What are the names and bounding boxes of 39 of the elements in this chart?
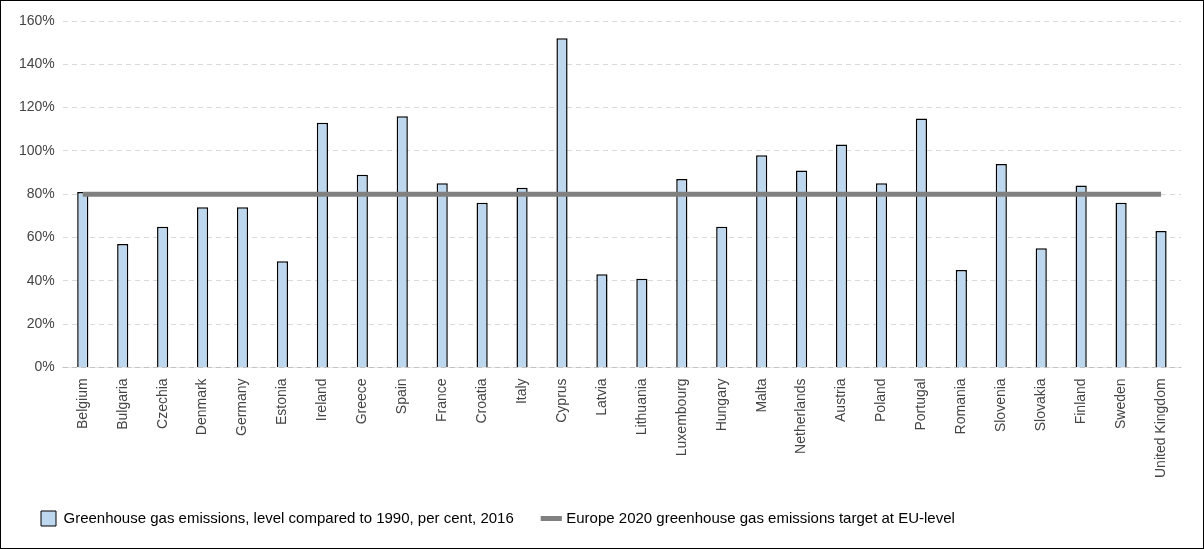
x-tick-label: Bulgaria: [113, 378, 130, 430]
x-tick-label: Ireland: [313, 378, 330, 422]
x-tick-label: Romania: [952, 378, 969, 435]
x-tick-label: Denmark: [193, 377, 210, 436]
x-tick-label: Hungary: [712, 378, 729, 432]
x-tick-label: Finland: [1072, 378, 1089, 425]
x-tick-label: Greece: [353, 378, 370, 425]
x-tick-label: Slovakia: [1032, 378, 1049, 432]
x-tick-label: Latvia: [592, 378, 609, 416]
y-tick-label: 60%: [26, 228, 55, 245]
y-tick-label: 120%: [18, 98, 55, 115]
x-tick-label: Luxembourg: [672, 378, 689, 457]
y-tick-label: 160%: [18, 11, 55, 28]
x-tick-label: Cyprus: [552, 378, 569, 423]
x-tick-label: Netherlands: [792, 378, 809, 454]
x-tick-label: Belgium: [73, 378, 90, 429]
x-tick-label: Austria: [832, 378, 849, 422]
y-tick-label: 40%: [26, 271, 55, 288]
y-tick-label: 20%: [26, 314, 55, 331]
x-tick-label: Lithuania: [632, 378, 649, 436]
x-tick-label: Sweden: [1111, 378, 1128, 429]
y-tick-label: 140%: [18, 55, 55, 72]
x-tick-label: Portugal: [912, 378, 929, 431]
legend-label: Europe 2020 greenhouse gas emissions target at EU-level: [566, 508, 955, 526]
x-tick-label: Germany: [233, 378, 250, 436]
x-tick-label: Italy: [512, 378, 529, 405]
x-tick-label: United Kingdom: [1151, 378, 1168, 479]
y-tick-label: 80%: [26, 185, 55, 202]
legend-label: Greenhouse gas emissions, level compared to 1990, per cent, 2016: [63, 508, 514, 526]
x-tick-label: Spain: [393, 378, 410, 415]
x-tick-label: Slovenia: [992, 378, 1009, 433]
y-tick-label: 0%: [34, 358, 55, 375]
x-tick-label: Estonia: [273, 378, 290, 426]
y-tick-label: 100%: [18, 141, 55, 158]
x-tick-label: Poland: [872, 378, 889, 422]
x-tick-label: Malta: [752, 378, 769, 413]
x-tick-label: France: [433, 378, 450, 422]
x-tick-label: Croatia: [472, 378, 489, 424]
x-tick-label: Czechia: [153, 378, 170, 429]
